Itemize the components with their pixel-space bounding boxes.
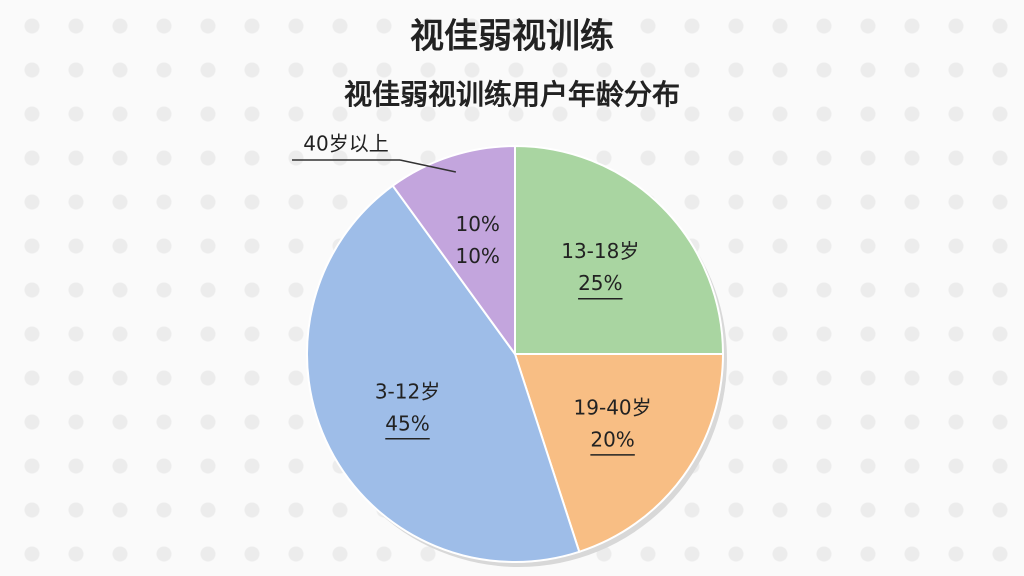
pie-slice <box>391 144 516 358</box>
slice-category: 3-12岁 <box>375 379 440 403</box>
slice-value-label: 45% <box>385 411 429 435</box>
pie-slice <box>513 353 725 554</box>
slice-value-label: 10% <box>455 244 499 268</box>
slice-category: 40岁以上 <box>303 132 388 156</box>
pie-slice <box>306 184 581 563</box>
annotation: 10% <box>455 212 499 236</box>
chart-subtitle: 视佳弱视训练用户年龄分布 <box>344 78 680 111</box>
slice-value-label: 20% <box>590 427 634 451</box>
chart-title: 视佳弱视训练 <box>410 17 614 57</box>
leader-line <box>399 159 457 173</box>
slice-category: 19-40岁 <box>574 395 652 419</box>
slice-value-label: 25% <box>578 271 622 295</box>
slice-category: 13-18岁 <box>561 239 639 263</box>
pie-slice <box>514 144 725 355</box>
